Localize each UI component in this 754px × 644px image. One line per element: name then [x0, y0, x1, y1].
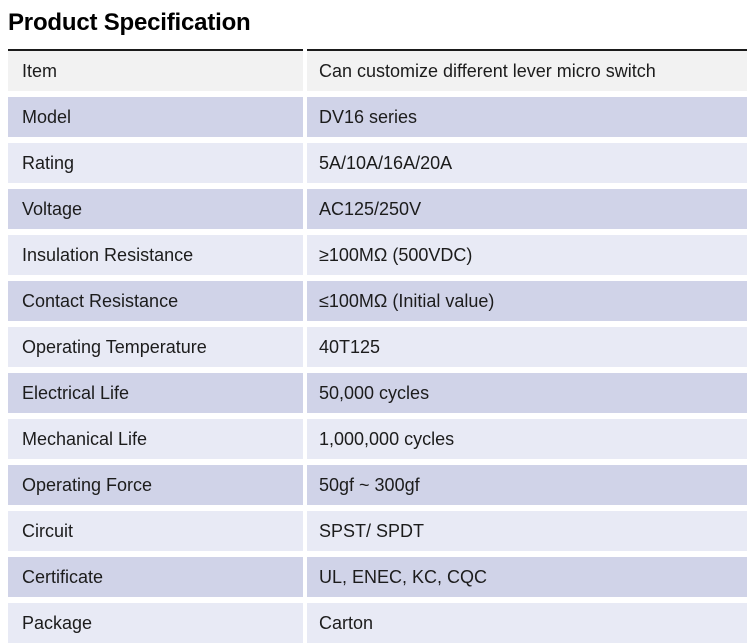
spec-row-label: Voltage	[8, 189, 303, 229]
spec-row-label: Package	[8, 603, 303, 643]
spec-row-value: ≤100MΩ (Initial value)	[307, 281, 747, 321]
spec-row-label: Circuit	[8, 511, 303, 551]
spec-row-label: Insulation Resistance	[8, 235, 303, 275]
spec-row-value: 50,000 cycles	[307, 373, 747, 413]
spec-row-value: 40T125	[307, 327, 747, 367]
spec-row-value: SPST/ SPDT	[307, 511, 747, 551]
spec-row-label: Operating Temperature	[8, 327, 303, 367]
spec-row-label: Contact Resistance	[8, 281, 303, 321]
spec-row-value: ≥100MΩ (500VDC)	[307, 235, 747, 275]
spec-row-value: 1,000,000 cycles	[307, 419, 747, 459]
spec-row-value: 50gf ~ 300gf	[307, 465, 747, 505]
spec-row-value: UL, ENEC, KC, CQC	[307, 557, 747, 597]
spec-row-value: 5A/10A/16A/20A	[307, 143, 747, 183]
spec-row-value: Can customize different lever micro swit…	[307, 49, 747, 91]
spec-row-value: Carton	[307, 603, 747, 643]
spec-row-value: DV16 series	[307, 97, 747, 137]
spec-row-label: Mechanical Life	[8, 419, 303, 459]
spec-row-value: AC125/250V	[307, 189, 747, 229]
page-title: Product Specification	[8, 9, 251, 36]
spec-row-label: Operating Force	[8, 465, 303, 505]
spec-row-label: Rating	[8, 143, 303, 183]
spec-row-label: Model	[8, 97, 303, 137]
spec-table: Item Can customize different lever micro…	[8, 49, 747, 643]
spec-row-label: Certificate	[8, 557, 303, 597]
spec-row-label: Electrical Life	[8, 373, 303, 413]
spec-row-label: Item	[8, 49, 303, 91]
